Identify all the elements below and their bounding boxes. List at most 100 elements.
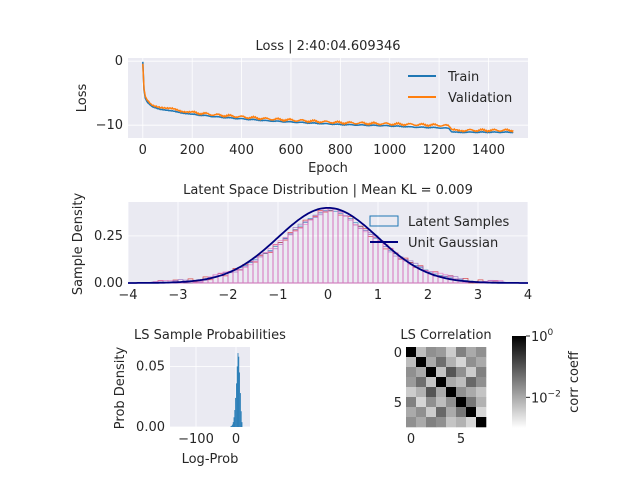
correlation-cell — [406, 357, 417, 368]
correlation-cell — [406, 387, 417, 398]
correlation-cell — [436, 377, 447, 388]
probabilities-histogram-bar — [237, 353, 239, 427]
probabilities-ticks: −100 0 0.00 0.05 — [136, 359, 240, 447]
loss-panel: 0 200 400 600 800 1000 1200 1400 0 −10 Loss | 2:4… — [75, 39, 528, 176]
probabilities-histogram-bar — [238, 356, 240, 427]
correlation-cell — [406, 397, 417, 408]
colorbar-tick-label: 10−2 — [531, 389, 561, 406]
loss-xtick-label: 0 — [139, 143, 147, 158]
correlation-cell — [466, 417, 477, 428]
correlation-xtick-label: 5 — [457, 432, 465, 447]
probabilities-histogram-bar — [233, 417, 235, 427]
latent-ytick-label: 0.00 — [94, 276, 123, 291]
correlation-cell — [446, 377, 457, 388]
probabilities-ytick-label: 0.05 — [136, 359, 165, 374]
loss-axes-background — [128, 58, 528, 138]
correlation-cell — [416, 377, 427, 388]
correlation-cell — [406, 407, 417, 418]
latent-ylabel: Sample Density — [71, 193, 86, 296]
probabilities-histogram-bar — [236, 366, 238, 427]
correlation-cell — [476, 407, 487, 418]
correlation-heatmap — [406, 347, 487, 428]
latent-xtick-label: 2 — [424, 288, 432, 303]
latent-xtick-label: −3 — [168, 288, 187, 303]
correlation-cell — [456, 417, 467, 428]
correlation-cell — [416, 347, 427, 358]
correlation-cell — [416, 367, 427, 378]
correlation-cell — [436, 357, 447, 368]
correlation-cell — [446, 347, 457, 358]
legend-latent-samples-swatch — [369, 215, 399, 227]
loss-xtick-label: 200 — [180, 143, 205, 158]
correlation-cell — [416, 407, 427, 418]
loss-ytick-label: −10 — [96, 118, 123, 133]
correlation-cell — [406, 417, 417, 428]
probabilities-histogram-bar — [239, 372, 240, 427]
correlation-cell — [446, 397, 457, 408]
correlation-cell — [476, 357, 487, 368]
probabilities-xtick-label: 0 — [232, 432, 240, 447]
latent-xtick-label: 4 — [524, 288, 532, 303]
legend-unit-gaussian-label: Unit Gaussian — [408, 236, 498, 251]
colorbar-ticks: 100 10−2 — [526, 328, 561, 406]
probabilities-xlabel: Log-Prob — [182, 452, 239, 467]
loss-ylabel: Loss — [75, 84, 90, 113]
correlation-cell — [456, 357, 467, 368]
correlation-cell — [406, 367, 417, 378]
loss-grid — [128, 58, 528, 138]
probabilities-xtick-label: −100 — [178, 432, 214, 447]
latent-xtick-label: −2 — [218, 288, 237, 303]
colorbar — [512, 336, 526, 428]
correlation-cell — [456, 397, 467, 408]
probabilities-panel: −100 0 0.00 0.05 LS Sample Probabilities Lo… — [113, 328, 286, 467]
correlation-cell — [446, 407, 457, 418]
loss-xtick-label: 600 — [279, 143, 304, 158]
probabilities-histogram-bar — [240, 393, 241, 427]
probabilities-histogram-bar — [231, 425, 232, 427]
correlation-cell — [466, 387, 477, 398]
correlation-cell — [476, 367, 487, 378]
correlation-ytick-label: 0 — [394, 346, 402, 361]
latent-title: Latent Space Distribution | Mean KL = 0.… — [183, 183, 473, 198]
correlation-cell — [476, 377, 487, 388]
loss-ticks: 0 200 400 600 800 1000 1200 1400 0 −10 — [96, 54, 505, 158]
correlation-cell — [426, 377, 437, 388]
latent-gaussian-curve — [128, 206, 528, 284]
correlation-cell — [406, 347, 417, 358]
correlation-cell — [426, 367, 437, 378]
correlation-cell — [416, 417, 427, 428]
loss-xtick-label: 1000 — [373, 143, 406, 158]
correlation-cell — [476, 417, 487, 428]
latent-panel: −4 −3 −2 −1 0 1 2 3 4 0.00 0.25 Latent Space Distr… — [71, 183, 532, 303]
loss-xtick-label: 1400 — [472, 143, 505, 158]
latent-xtick-label: −1 — [268, 288, 287, 303]
correlation-cell — [456, 367, 467, 378]
correlation-cell — [426, 397, 437, 408]
legend-train-label: Train — [447, 70, 479, 85]
correlation-cell — [456, 377, 467, 388]
correlation-xtick-label: 0 — [407, 432, 415, 447]
probabilities-histogram-bar — [236, 383, 237, 427]
loss-legend: Train Validation — [408, 70, 512, 106]
correlation-cell — [466, 377, 477, 388]
correlation-cell — [406, 377, 417, 388]
correlation-cell — [436, 387, 447, 398]
latent-xtick-label: 3 — [474, 288, 482, 303]
colorbar-tick-label: 100 — [531, 328, 554, 345]
correlation-cell — [466, 397, 477, 408]
correlation-cell — [416, 357, 427, 368]
latent-ytick-label: 0.25 — [94, 229, 123, 244]
legend-latent-samples-label: Latent Samples — [408, 215, 510, 230]
latent-xtick-label: 0 — [324, 288, 332, 303]
correlation-panel: 0 5 0 5 LS Correlation 100 10−2 corr coeff — [394, 328, 582, 447]
correlation-cell — [436, 407, 447, 418]
correlation-title: LS Correlation — [400, 328, 491, 343]
correlation-cell — [446, 417, 457, 428]
correlation-cell — [466, 347, 477, 358]
correlation-cell — [466, 357, 477, 368]
correlation-cell — [466, 367, 477, 378]
probabilities-histogram-bar — [240, 411, 242, 427]
correlation-cell — [426, 347, 437, 358]
loss-xtick-label: 1200 — [423, 143, 456, 158]
